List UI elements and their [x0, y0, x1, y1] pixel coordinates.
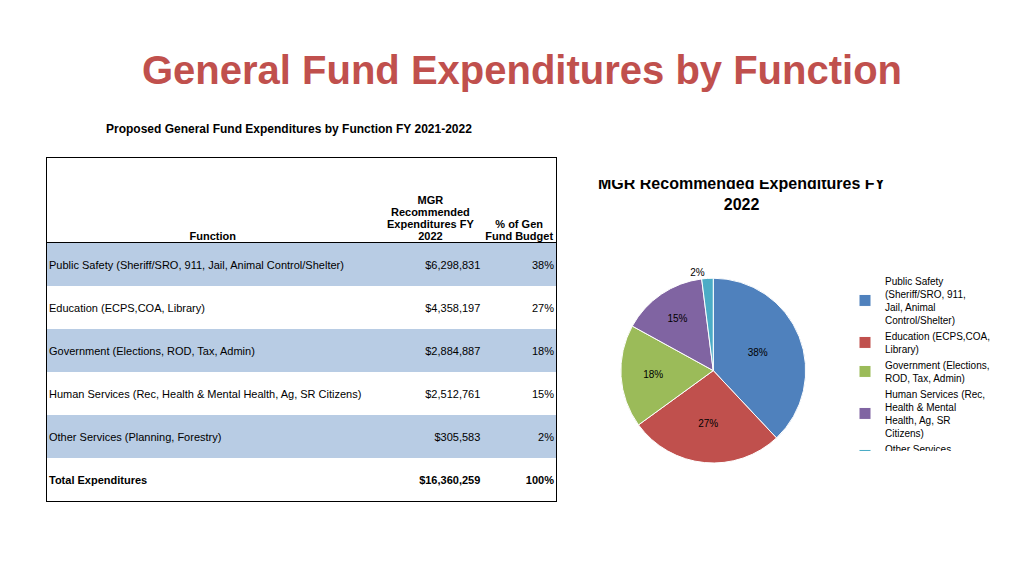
svg-text:Government (Elections,ROD, Tax: Government (Elections,ROD, Tax, Admin) [885, 360, 990, 384]
svg-text:38%: 38% [748, 347, 768, 358]
html-text:Government (Elections, ROD, Ta: Government (Elections, ROD, Tax, Admin) [49, 344, 255, 357]
svg-text:Human Services (Rec,Health & M: Human Services (Rec,Health & MentalHealt… [885, 389, 985, 439]
svg-text:18%: 18% [643, 369, 663, 380]
html-text:18%: 18% [532, 344, 554, 357]
svg-text:Education (ECPS,COA,Library): Education (ECPS,COA,Library) [885, 331, 990, 355]
html-text:$6,298,831: $6,298,831 [425, 258, 481, 271]
html-text:$2,884,887: $2,884,887 [425, 344, 481, 357]
html-text:Other Services (Planning, Fore: Other Services (Planning, Forestry) [49, 430, 222, 443]
svg-text:Other Services(Planning, Fores: Other Services(Planning, Forestry) [885, 444, 973, 451]
svg-text:Public Safety(Sheriff/SRO, 911: Public Safety(Sheriff/SRO, 911,Jail, Ani… [885, 276, 966, 326]
html-text:Education (ECPS,COA, Library): Education (ECPS,COA, Library) [49, 301, 205, 314]
html-text:$4,358,197: $4,358,197 [425, 301, 481, 314]
svg-text:27%: 27% [698, 418, 718, 429]
svg-text:MGR Recommended Expenditures F: MGR Recommended Expenditures FY2022 [598, 180, 885, 213]
html-text:2%: 2% [538, 430, 554, 443]
html-text:$305,583: $305,583 [434, 430, 481, 443]
html-text:Function: Function [189, 230, 236, 242]
html-text:% of Gen Fund Budget: % of Gen Fund Budget [485, 218, 554, 242]
html-text:100%: 100% [525, 473, 554, 486]
svg-text:2%: 2% [690, 267, 705, 278]
html-text:(Planning, Forestry): (Planning, Forestry) [885, 456, 973, 468]
html-text:Public Safety (Sheriff/SRO, 91: Public Safety (Sheriff/SRO, 911, Jail, A… [49, 258, 344, 271]
html-text:Proposed General Fund Expendit: Proposed General Fund Expenditures by Fu… [106, 122, 472, 136]
html-text:$16,360,259: $16,360,259 [419, 473, 481, 486]
html-text:27%: 27% [532, 301, 554, 314]
html-text:MGR Recommended Expenditures F: MGR Recommended Expenditures FY 2022 [387, 194, 474, 242]
html-text:38%: 38% [532, 258, 554, 271]
html-text:$2,512,761: $2,512,761 [425, 387, 481, 400]
html-text:Human Services (Rec, Health &: Human Services (Rec, Health & Mental Hea… [49, 387, 362, 400]
html-text:15%: 15% [532, 387, 554, 400]
svg-text:15%: 15% [667, 313, 687, 324]
html-text:General Fund Expenditures by F: General Fund Expenditures by Function [142, 48, 902, 92]
html-text:Total Expenditures: Total Expenditures [49, 473, 148, 486]
